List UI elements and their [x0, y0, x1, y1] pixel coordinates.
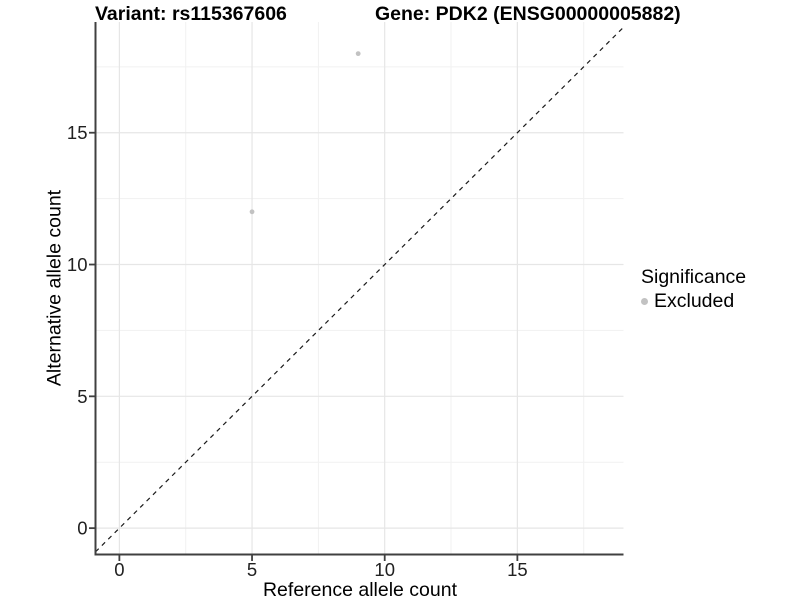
- x-tick-label: 10: [374, 559, 395, 580]
- x-tick-label: 5: [247, 559, 257, 580]
- legend-item-excluded: Excluded: [641, 290, 746, 313]
- data-point: [355, 51, 361, 57]
- plot-title-variant: Variant: rs115367606: [95, 3, 287, 25]
- identity-dashed-line: [95, 26, 624, 553]
- y-axis-title: Alternative allele count: [43, 189, 66, 387]
- y-tick-label: 0: [77, 518, 87, 539]
- legend-item-label: Excluded: [654, 290, 735, 312]
- data-point: [249, 209, 255, 215]
- x-tick-label: 15: [507, 559, 528, 580]
- legend-title: Significance: [641, 266, 747, 288]
- y-tick-label: 15: [67, 122, 88, 143]
- y-tick-label: 10: [67, 254, 88, 275]
- y-tick-label: 5: [77, 386, 87, 407]
- x-tick-label: 0: [114, 559, 124, 580]
- excluded-point-icon: [641, 298, 648, 305]
- x-axis-title: Reference allele count: [262, 579, 458, 601]
- legend: Significance Excluded: [641, 266, 746, 313]
- plot-title-gene: Gene: PDK2 (ENSG00000005882): [375, 3, 681, 25]
